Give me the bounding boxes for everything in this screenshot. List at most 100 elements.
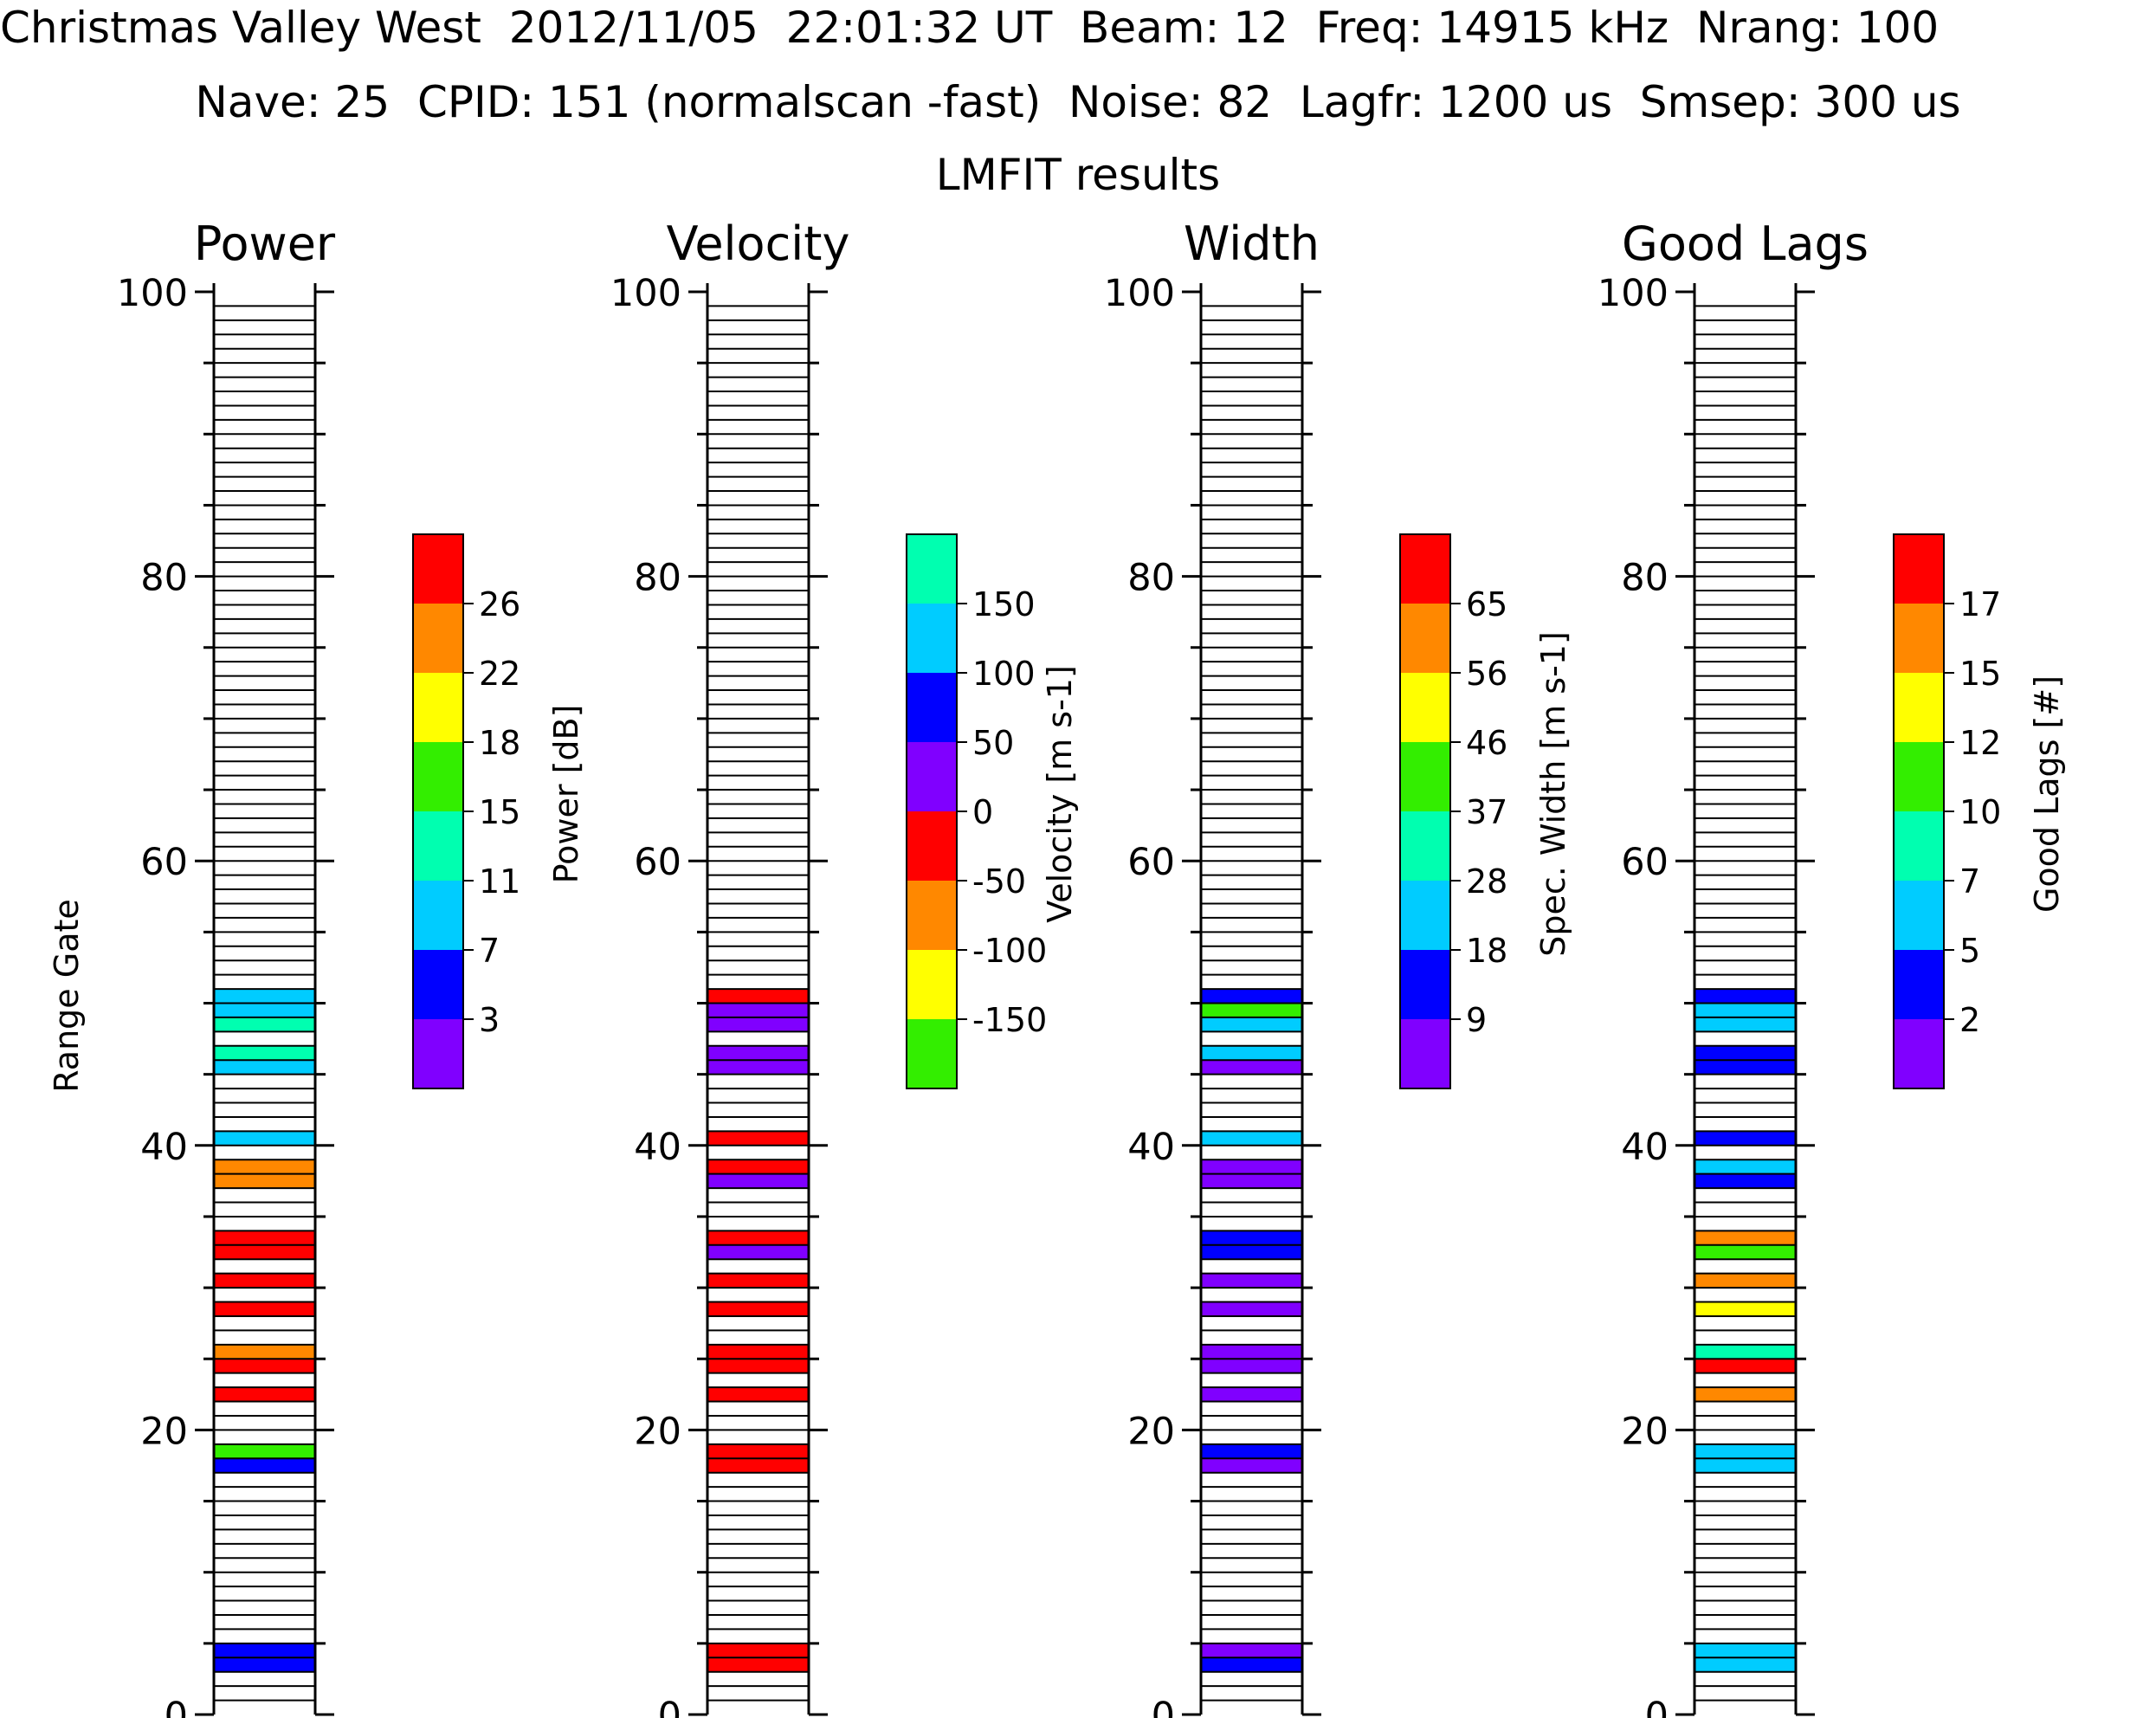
gate-cell (1201, 1017, 1302, 1032)
colorbar-swatch (413, 604, 463, 673)
gate-cell (214, 1657, 315, 1672)
colorbar-label: 2 (1959, 1001, 1980, 1039)
gate-cell (707, 989, 809, 1004)
y-tick-label: 20 (634, 1410, 681, 1453)
gate-cell (1694, 989, 1796, 1004)
gate-cell (1201, 1159, 1302, 1174)
gate-cell (707, 1244, 809, 1260)
colorbar-title: Velocity [m s-1] (1041, 665, 1079, 923)
colorbar-label: -50 (972, 862, 1026, 901)
colorbar-swatch (1894, 534, 1944, 604)
gate-cell (214, 989, 315, 1004)
y-tick-label: 0 (1152, 1695, 1175, 1718)
gate-cell (214, 1643, 315, 1658)
colorbar-label: 7 (1959, 862, 1980, 901)
colorbar-swatch (1400, 673, 1450, 742)
gate-cell (1201, 1444, 1302, 1459)
gate-cell (214, 1244, 315, 1260)
colorbar-label: 3 (479, 1001, 500, 1039)
colorbar-swatch (907, 673, 957, 742)
colorbar-swatch (413, 881, 463, 950)
gate-cell (214, 1344, 315, 1360)
colorbar-label: 18 (479, 724, 520, 762)
gate-cell (214, 1444, 315, 1459)
y-tick-label: 0 (658, 1695, 681, 1718)
gate-cell (1201, 1301, 1302, 1316)
gate-cell (1694, 1017, 1796, 1032)
y-tick-label: 60 (140, 841, 188, 884)
gate-cell (214, 1131, 315, 1146)
gate-cell (1694, 1273, 1796, 1288)
y-tick-label: 100 (610, 272, 681, 315)
colorbar-label: 15 (1959, 655, 2001, 693)
gate-cell (1201, 1244, 1302, 1260)
colorbar-swatch (1400, 742, 1450, 811)
gate-cell (707, 1017, 809, 1032)
y-tick-label: 80 (140, 557, 188, 600)
colorbar-swatch (413, 811, 463, 881)
colorbar-label: 28 (1466, 862, 1507, 901)
colorbar-swatch (1400, 534, 1450, 604)
gate-cell (214, 1060, 315, 1075)
gate-cell (1694, 1387, 1796, 1402)
colorbar-label: 56 (1466, 655, 1507, 693)
gate-cell (214, 1017, 315, 1032)
panel-title: Power (194, 216, 336, 271)
gate-cell (1694, 1458, 1796, 1473)
gate-cell (1201, 1230, 1302, 1245)
y-tick-label: 20 (140, 1410, 188, 1453)
gate-cell (707, 1458, 809, 1473)
y-tick-label: 0 (165, 1695, 188, 1718)
gate-cell (214, 1273, 315, 1288)
gate-cell (1694, 1301, 1796, 1316)
colorbar-swatch (907, 811, 957, 881)
gate-cell (214, 1458, 315, 1473)
gate-cell (214, 1230, 315, 1245)
colorbar-label: 46 (1466, 724, 1507, 762)
gate-cell (1694, 1344, 1796, 1360)
gate-cell (707, 1301, 809, 1316)
colorbar-swatch (907, 742, 957, 811)
colorbar-swatch (907, 534, 957, 604)
colorbar-swatch (413, 742, 463, 811)
gate-cell (707, 1359, 809, 1373)
colorbar-label: 65 (1466, 585, 1507, 623)
colorbar-swatch (1894, 604, 1944, 673)
gate-cell (1201, 1387, 1302, 1402)
gate-cell (707, 1060, 809, 1075)
colorbar-swatch (1894, 1019, 1944, 1088)
gate-cell (1201, 1131, 1302, 1146)
colorbar-swatch (413, 534, 463, 604)
colorbar-label: 0 (972, 793, 993, 831)
gate-cell (1694, 1159, 1796, 1174)
header-line-1: Christmas Valley West 2012/11/05 22:01:3… (0, 3, 1940, 53)
colorbar-title: Power [dB] (547, 705, 585, 884)
gate-cell (1201, 1458, 1302, 1473)
gate-cell (1694, 1045, 1796, 1061)
gate-cell (214, 1387, 315, 1402)
colorbar-label: 5 (1959, 932, 1980, 970)
colorbar-label: 7 (479, 932, 500, 970)
colorbar-label: 37 (1466, 793, 1507, 831)
gate-cell (707, 1131, 809, 1146)
y-tick-label: 40 (1127, 1126, 1175, 1169)
gate-cell (1201, 1643, 1302, 1658)
y-tick-label: 20 (1621, 1410, 1669, 1453)
gate-cell (1694, 1244, 1796, 1260)
y-tick-label: 40 (1621, 1126, 1669, 1169)
colorbar-swatch (413, 1019, 463, 1088)
gate-cell (707, 1444, 809, 1459)
colorbar-swatch (413, 950, 463, 1019)
colorbar-label: 12 (1959, 724, 2001, 762)
colorbar-label: 11 (479, 862, 520, 901)
gate-cell (707, 1344, 809, 1360)
colorbar-swatch (907, 1019, 957, 1088)
colorbar-label: 150 (972, 585, 1036, 623)
colorbar-label: 9 (1466, 1001, 1487, 1039)
colorbar-swatch (1400, 604, 1450, 673)
y-tick-label: 60 (1621, 841, 1669, 884)
colorbar-swatch (907, 950, 957, 1019)
y-tick-label: 60 (1127, 841, 1175, 884)
y-tick-label: 0 (1645, 1695, 1669, 1718)
